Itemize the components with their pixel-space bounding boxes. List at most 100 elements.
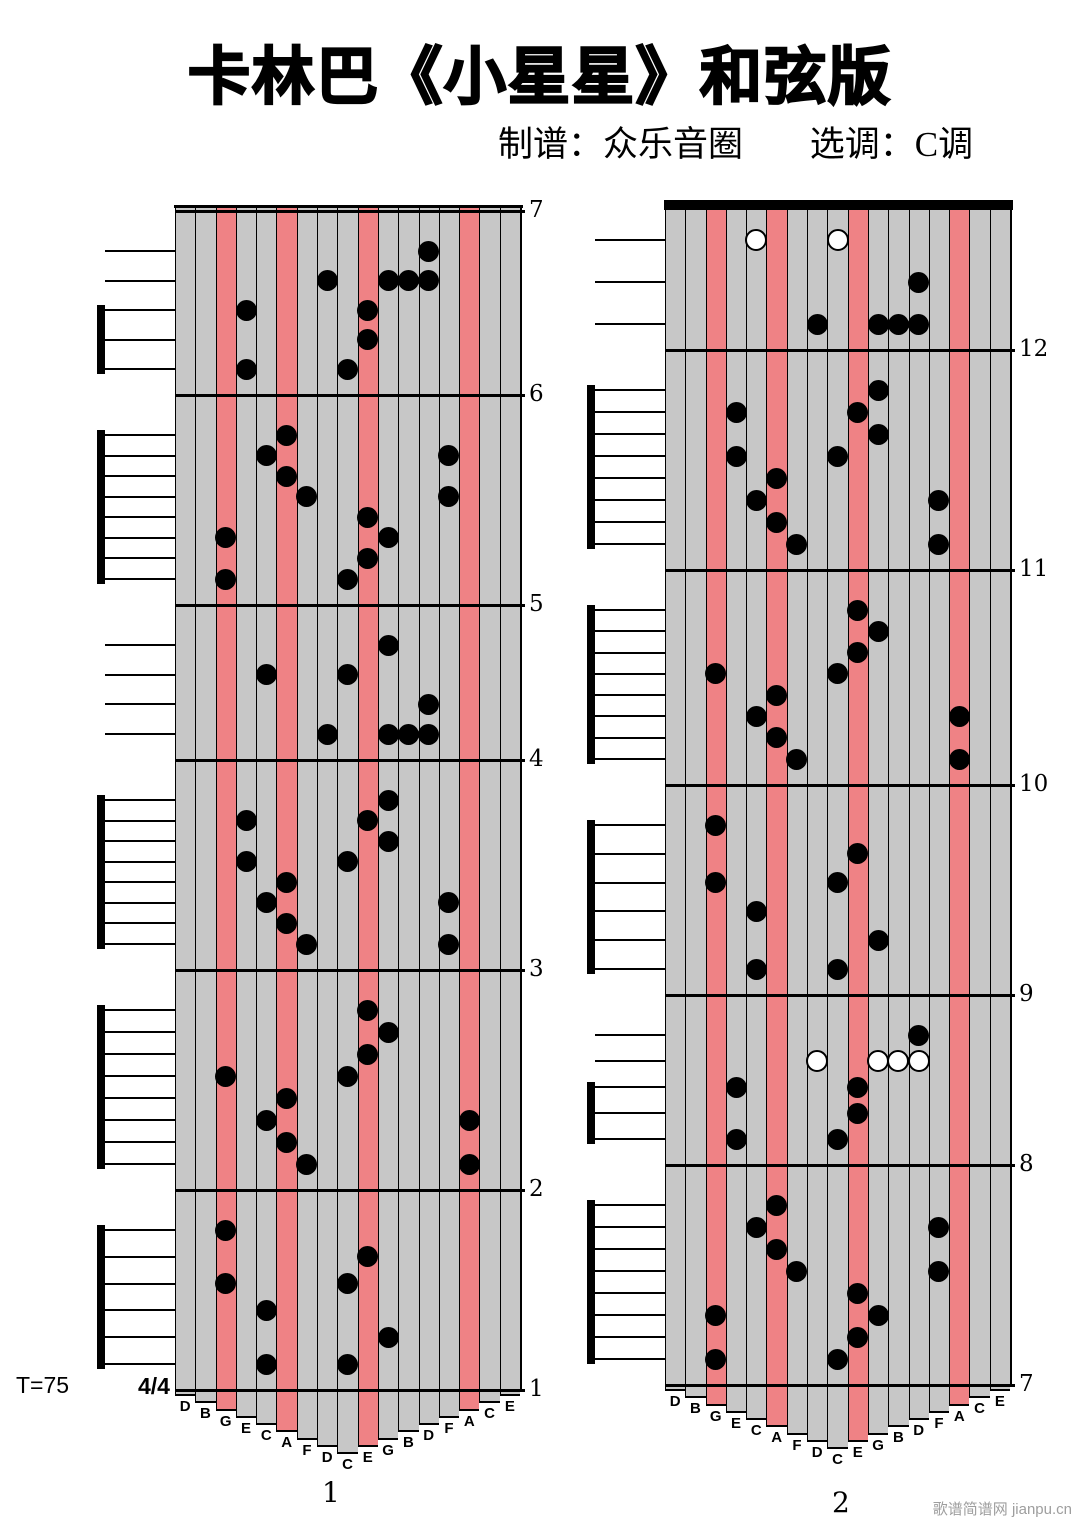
measure-barline <box>175 210 525 213</box>
note-dot <box>296 933 318 955</box>
note-dot <box>255 1353 277 1375</box>
beam-bar <box>587 820 595 974</box>
open-note-circle <box>867 1050 890 1072</box>
measure-number: 4 <box>529 746 544 772</box>
beat-line <box>105 1163 175 1165</box>
beat-line <box>105 881 175 884</box>
beat-line <box>595 1270 665 1272</box>
kalimba-tine-stripe <box>479 205 500 1404</box>
note-dot <box>766 727 788 749</box>
beat-line <box>105 733 175 735</box>
beat-line <box>105 1255 175 1258</box>
tine-label: B <box>402 1434 414 1452</box>
beat-line <box>595 758 665 760</box>
beat-line <box>105 309 175 311</box>
note-dot <box>786 748 808 770</box>
note-dot <box>827 445 848 467</box>
tine-label: C <box>974 1400 985 1418</box>
note-dot <box>847 1326 869 1348</box>
note-dot <box>337 664 358 686</box>
tine-label: D <box>811 1443 823 1461</box>
beat-line <box>595 1060 665 1062</box>
kalimba-tine-stripe <box>949 200 970 1406</box>
note-dot <box>745 1216 767 1238</box>
note-dot <box>337 1065 358 1087</box>
measure-number: 5 <box>529 591 544 617</box>
note-dot <box>928 1216 950 1238</box>
note-dot <box>377 527 399 549</box>
kalimba-tine-stripe <box>317 205 338 1447</box>
beam-bar <box>97 305 105 374</box>
note-dot <box>458 1109 480 1131</box>
beat-line <box>595 477 665 479</box>
note-dot <box>766 1238 788 1260</box>
note-dot <box>806 313 828 335</box>
beat-line <box>105 901 175 904</box>
note-dot <box>215 1273 237 1295</box>
note-dot <box>397 270 419 291</box>
kalimba-tine-stripe <box>807 200 828 1442</box>
note-dot <box>255 445 277 467</box>
tine-label: F <box>934 1414 944 1432</box>
note-dot <box>357 999 379 1021</box>
note-dot <box>357 299 379 321</box>
note-dot <box>705 663 727 685</box>
beat-line <box>595 672 665 675</box>
note-dot <box>908 1024 930 1046</box>
note-dot <box>705 1304 727 1326</box>
note-dot <box>928 489 950 511</box>
beat-line <box>105 475 175 478</box>
open-note-circle <box>745 229 768 251</box>
final-bar <box>664 200 1013 210</box>
beat-line <box>595 968 665 970</box>
tine-label: B <box>892 1429 904 1447</box>
kalimba-tine-stripe <box>215 205 236 1411</box>
measure-number: 8 <box>1019 1151 1034 1177</box>
note-dot <box>867 313 889 335</box>
tine-label: C <box>260 1427 272 1444</box>
note-dot <box>418 693 440 715</box>
note-dot <box>357 1246 379 1268</box>
note-dot <box>847 1076 869 1098</box>
beat-line <box>105 1282 175 1285</box>
note-dot <box>337 1273 358 1295</box>
kalimba-tine-stripe <box>195 205 216 1404</box>
beat-line <box>595 543 665 545</box>
beat-line <box>105 1363 175 1365</box>
note-dot <box>766 511 788 533</box>
beat-line <box>595 411 665 413</box>
beat-line <box>595 881 665 884</box>
note-dot <box>377 830 399 852</box>
note-dot <box>215 1219 237 1241</box>
tempo-marking: T=75 <box>16 1372 70 1398</box>
measure-barline <box>665 784 1015 787</box>
measure-number: 7 <box>529 197 544 223</box>
beat-line <box>105 943 175 945</box>
note-dot <box>725 1128 747 1150</box>
note-dot <box>827 872 848 894</box>
beat-line <box>595 1138 665 1140</box>
kalimba-tine-stripe <box>989 200 1010 1391</box>
measure-number: 11 <box>1019 556 1049 582</box>
measure-barline <box>665 569 1015 572</box>
note-dot <box>908 271 930 293</box>
beat-line <box>595 852 665 855</box>
note-dot <box>867 1304 889 1326</box>
note-dot <box>235 299 257 321</box>
beat-line <box>105 1053 175 1055</box>
note-dot <box>725 401 747 423</box>
beat-line <box>105 495 175 498</box>
open-note-circle <box>826 229 849 251</box>
note-dot <box>377 723 399 745</box>
beat-line <box>595 715 665 718</box>
kalimba-tine-stripe <box>175 205 196 1396</box>
beat-line <box>105 250 175 252</box>
tine-label: B <box>200 1405 211 1423</box>
tine-label: A <box>281 1434 293 1452</box>
kalimba-tine-stripe <box>908 200 929 1420</box>
beat-line <box>105 819 175 822</box>
note-dot <box>316 723 338 745</box>
kalimba-tine-stripe <box>766 200 787 1428</box>
beat-line <box>105 338 175 341</box>
beat-line <box>595 389 665 391</box>
